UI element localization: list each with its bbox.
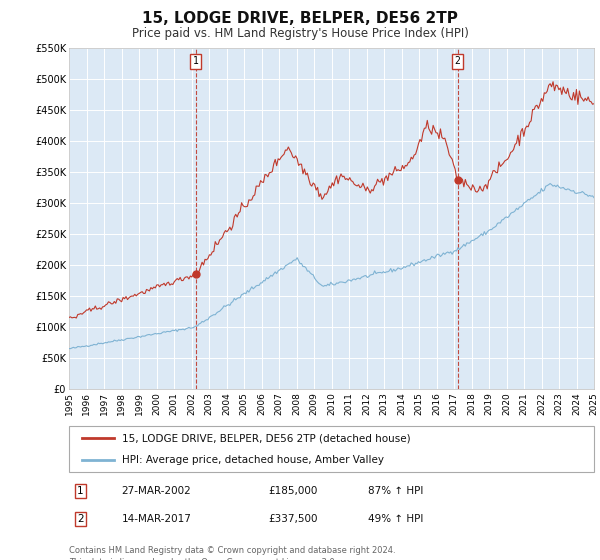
Text: £337,500: £337,500 — [269, 514, 318, 524]
Text: 14-MAR-2017: 14-MAR-2017 — [121, 514, 191, 524]
Text: 1: 1 — [193, 56, 199, 66]
Text: £185,000: £185,000 — [269, 486, 318, 496]
Text: 2: 2 — [77, 514, 84, 524]
Text: 49% ↑ HPI: 49% ↑ HPI — [368, 514, 424, 524]
Text: 15, LODGE DRIVE, BELPER, DE56 2TP (detached house): 15, LODGE DRIVE, BELPER, DE56 2TP (detac… — [121, 433, 410, 444]
Text: Price paid vs. HM Land Registry's House Price Index (HPI): Price paid vs. HM Land Registry's House … — [131, 27, 469, 40]
Text: 2: 2 — [455, 56, 460, 66]
Text: 15, LODGE DRIVE, BELPER, DE56 2TP: 15, LODGE DRIVE, BELPER, DE56 2TP — [142, 11, 458, 26]
Text: 87% ↑ HPI: 87% ↑ HPI — [368, 486, 424, 496]
Text: Contains HM Land Registry data © Crown copyright and database right 2024.
This d: Contains HM Land Registry data © Crown c… — [69, 546, 395, 560]
Text: 1: 1 — [77, 486, 84, 496]
Text: HPI: Average price, detached house, Amber Valley: HPI: Average price, detached house, Ambe… — [121, 455, 383, 465]
Text: 27-MAR-2002: 27-MAR-2002 — [121, 486, 191, 496]
